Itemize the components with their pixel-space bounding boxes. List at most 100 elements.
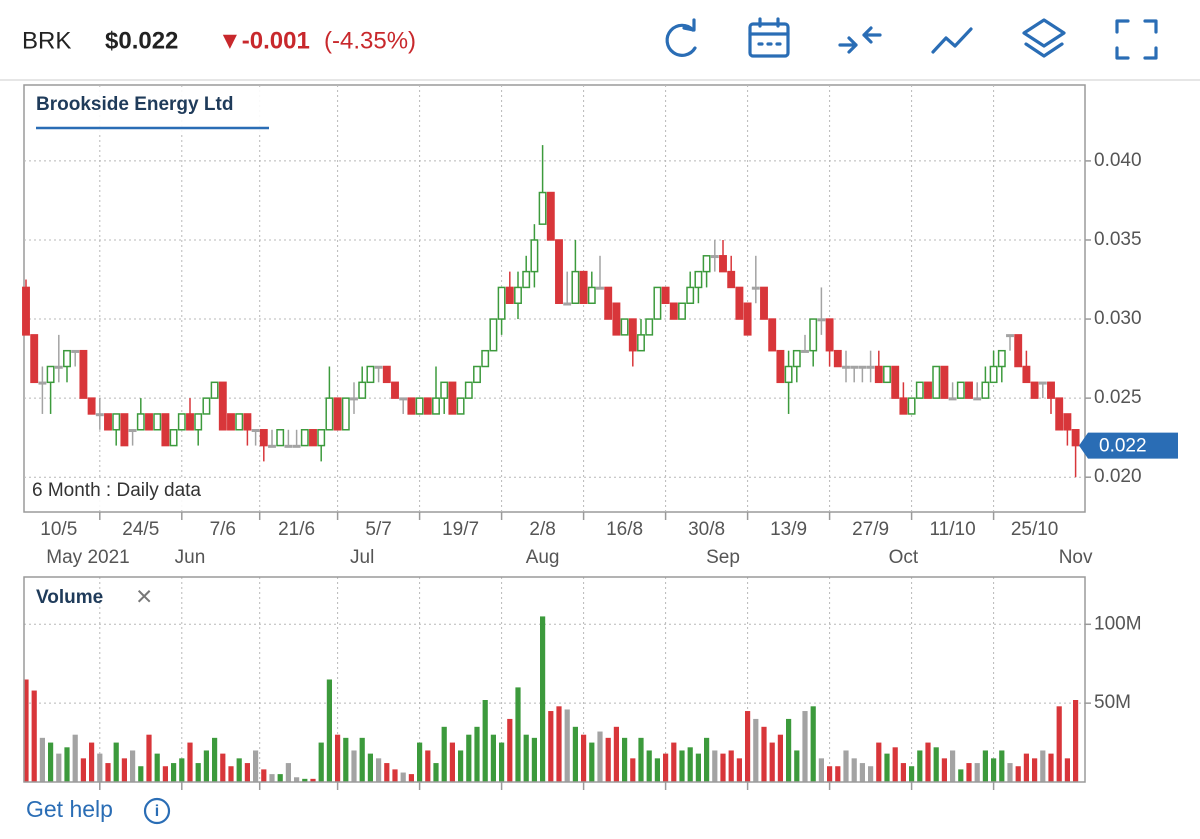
y-tick-label: 0.035: [1094, 229, 1142, 250]
volume-bar: [490, 734, 496, 782]
volume-bar: [482, 700, 488, 782]
volume-bar: [761, 726, 767, 782]
candle-body: [1014, 334, 1023, 368]
compare-icon[interactable]: [838, 26, 882, 54]
candle-body: [456, 397, 465, 415]
candle-body: [940, 365, 949, 399]
candle-body: [694, 270, 703, 289]
candle-body: [243, 413, 252, 431]
candle-body: [883, 365, 891, 384]
volume-bar: [818, 758, 824, 782]
volume-bar: [408, 774, 414, 782]
volume-bar: [1007, 763, 1013, 782]
price: $0.022: [105, 27, 178, 54]
volume-bar: [236, 758, 242, 782]
volume-bar: [228, 766, 234, 782]
help-link[interactable]: Get help: [26, 796, 113, 822]
volume-bar: [769, 742, 775, 782]
volume-bar: [367, 753, 373, 782]
candle-body: [497, 286, 506, 320]
candle-body: [653, 286, 662, 320]
volume-bar: [679, 750, 685, 782]
volume-bar: [376, 758, 382, 782]
candle-body: [145, 413, 153, 431]
volume-bar: [605, 737, 611, 782]
volume-bar: [999, 750, 1005, 782]
candle-body: [30, 334, 39, 384]
candle-body: [153, 413, 162, 431]
candle-body: [784, 365, 793, 384]
candle-body: [128, 429, 137, 433]
candle-body: [276, 429, 285, 447]
change-pct: (-4.35%): [324, 27, 416, 54]
candle-body: [186, 413, 194, 431]
candle-body: [825, 318, 834, 352]
candle-body: [259, 429, 268, 447]
info-icon[interactable]: [143, 797, 171, 825]
volume-bar: [449, 742, 455, 782]
volume-bar: [974, 763, 980, 782]
candle-body: [743, 302, 752, 336]
volume-bar: [1056, 706, 1062, 782]
month-label: Oct: [889, 547, 919, 568]
line-icon[interactable]: [931, 27, 973, 54]
volume-bar: [318, 742, 324, 782]
candle-body: [391, 381, 399, 399]
candle-body: [874, 365, 883, 384]
volume-bar: [982, 750, 988, 782]
candle-body: [473, 365, 481, 384]
volume-bar: [1064, 758, 1070, 782]
candle-body: [587, 286, 596, 304]
fullscreen-icon[interactable]: [1115, 19, 1158, 60]
volume-bar: [564, 709, 570, 782]
candle-body: [612, 302, 621, 336]
refresh-icon[interactable]: [665, 18, 697, 57]
candle-body: [1047, 381, 1055, 399]
volume-close[interactable]: ×: [136, 580, 152, 611]
candle-body: [309, 429, 317, 447]
calendar-icon[interactable]: [748, 17, 790, 58]
volume-bar: [810, 706, 816, 782]
volume-bar: [958, 769, 964, 782]
volume-bar: [597, 731, 603, 782]
candle-body: [38, 381, 47, 385]
volume-bar: [712, 750, 718, 782]
volume-bar: [540, 616, 546, 782]
volume-bar: [925, 742, 931, 782]
volume-bar: [64, 747, 70, 782]
volume-bar: [326, 679, 332, 782]
x-tick-label: 27/9: [852, 519, 889, 540]
volume-bar: [884, 753, 890, 782]
candle-body: [333, 397, 342, 431]
volume-bar: [466, 734, 472, 782]
candle-body: [645, 318, 654, 336]
volume-bar: [1048, 753, 1054, 782]
candle-body: [284, 444, 293, 448]
candle-body: [661, 286, 670, 304]
candle-body: [448, 381, 457, 415]
x-tick-label: 30/8: [688, 519, 725, 540]
volume-bar: [1073, 700, 1079, 782]
volume-bar: [728, 750, 734, 782]
volume-bar: [31, 690, 37, 782]
volume-bar: [39, 737, 45, 782]
volume-bar: [212, 737, 218, 782]
month-label: Sep: [706, 547, 740, 568]
volume-bar: [950, 750, 956, 782]
candle-body: [341, 397, 350, 431]
info-glyph: i: [155, 803, 159, 820]
month-label: Aug: [526, 547, 560, 568]
candle-body: [46, 365, 55, 384]
x-tick-label: 25/10: [1011, 519, 1059, 540]
x-tick-label: 2/8: [529, 519, 555, 540]
volume-bar: [162, 766, 168, 782]
candle-body: [555, 239, 563, 304]
volume-bar: [1015, 766, 1021, 782]
volume-bar: [736, 758, 742, 782]
x-tick-label: 13/9: [770, 519, 807, 540]
month-label: Jul: [350, 547, 374, 568]
month-label: May 2021: [46, 547, 129, 568]
layers-icon[interactable]: [1022, 18, 1066, 58]
volume-bar: [556, 706, 562, 782]
